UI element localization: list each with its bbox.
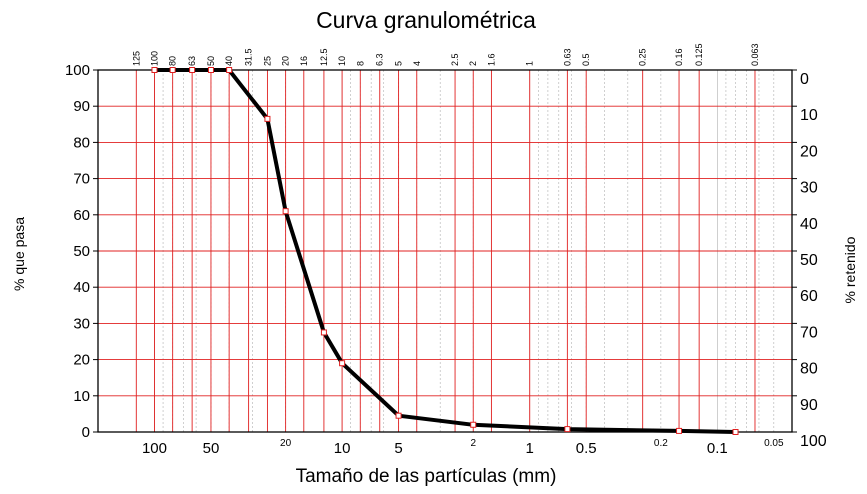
sieve-label: 0.063 [750,43,760,66]
y-tick-label: 100 [65,62,90,79]
sieve-label: 0.16 [674,48,684,66]
y-right-tick-label: 40 [800,216,818,233]
y-right-tick-label: 50 [800,252,818,269]
y-tick-label: 40 [73,279,90,296]
x-tick-label: 5 [394,440,402,457]
y-right-tick-label: 70 [800,324,818,341]
y-right-tick-label: 0 [800,71,809,88]
y-right-tick-label: 20 [800,143,818,160]
x-axis-ticks: 100 50 20 10 5 2 1 0.5 0.2 0.1 0.05 [142,438,784,457]
sieve-label: 0.125 [694,43,704,66]
x-tick-label: 0.2 [654,438,668,449]
series-line [154,68,736,434]
data-point [226,67,233,73]
sieve-label: 10 [337,56,347,66]
x-tick-label: 0.05 [764,438,784,449]
data-point [282,208,289,215]
sieve-label: 1.6 [486,53,496,66]
y-tick-label: 50 [73,243,90,260]
sieve-label: 0.63 [562,48,572,66]
sieve-label: 125 [131,51,141,66]
data-point [732,429,739,435]
sieve-label: 8 [355,61,365,66]
data-point [151,67,158,73]
sieve-label: 2 [468,61,478,66]
sieve-label: 5 [394,61,404,66]
x-tick-label: 2 [470,438,476,449]
data-point [676,427,683,434]
y-tick-label: 90 [73,98,90,115]
data-point [564,426,571,433]
sieve-label: 20 [281,56,291,66]
y-tick-label: 30 [73,315,90,332]
data-point [189,67,196,73]
sieve-label: 16 [299,56,309,66]
y-axis-left-ticks: 0 10 20 30 40 50 60 70 80 90 100 [65,62,98,441]
x-tick-label: 10 [334,440,351,457]
data-point [395,412,402,419]
sieve-label: 0.25 [638,48,648,66]
sieve-label: 100 [149,51,159,66]
sieve-label: 0.5 [581,53,591,66]
y-axis-label: % que pasa [11,217,27,291]
data-point [264,115,271,122]
sieve-label: 6.3 [375,53,385,66]
data-point [339,360,346,367]
x-tick-label: 0.5 [576,440,597,457]
data-point [169,67,176,73]
sieve-label: 1 [525,61,535,66]
sieve-label: 12.5 [319,48,329,66]
chart-title: Curva granulométrica [316,7,536,33]
y-tick-label: 0 [82,424,90,441]
y-tick-label: 20 [73,352,90,369]
data-point [320,329,327,336]
x-tick-label: 50 [203,440,220,457]
sieve-label: 80 [168,56,178,66]
data-point [207,67,214,73]
x-tick-label: 100 [142,440,167,457]
y-right-tick-label: 90 [800,397,818,414]
y-right-tick-label: 30 [800,180,818,197]
y-tick-label: 10 [73,388,90,405]
y-right-tick-label: 80 [800,361,818,378]
y-right-tick-label: 100 [800,433,827,450]
x-axis-label: Tamaño de las partículas (mm) [296,466,557,487]
y-tick-label: 60 [73,207,90,224]
y-right-tick-label: 10 [800,107,818,124]
sieve-label: 2.5 [450,53,460,66]
x-tick-label: 0.1 [707,440,728,457]
x-tick-label: 20 [280,438,292,449]
data-point [470,421,477,428]
sieve-label: 50 [206,56,216,66]
grid [97,69,793,433]
y-axis-right-label: % retenido [842,236,858,303]
y-tick-label: 80 [73,134,90,151]
sieve-labels: 125 100 80 63 50 40 31.5 25 20 16 12.5 10 8 6.3 5 4 2.5 2… [131,43,760,66]
sieve-label: 63 [187,56,197,66]
y-tick-label: 70 [73,171,90,188]
y-right-tick-label: 60 [800,288,818,305]
sieve-label: 4 [412,61,422,66]
sieve-label: 40 [224,56,234,66]
sieve-label: 25 [262,56,272,66]
x-tick-label: 1 [526,440,534,457]
sieve-label: 31.5 [244,48,254,66]
series [151,67,739,435]
